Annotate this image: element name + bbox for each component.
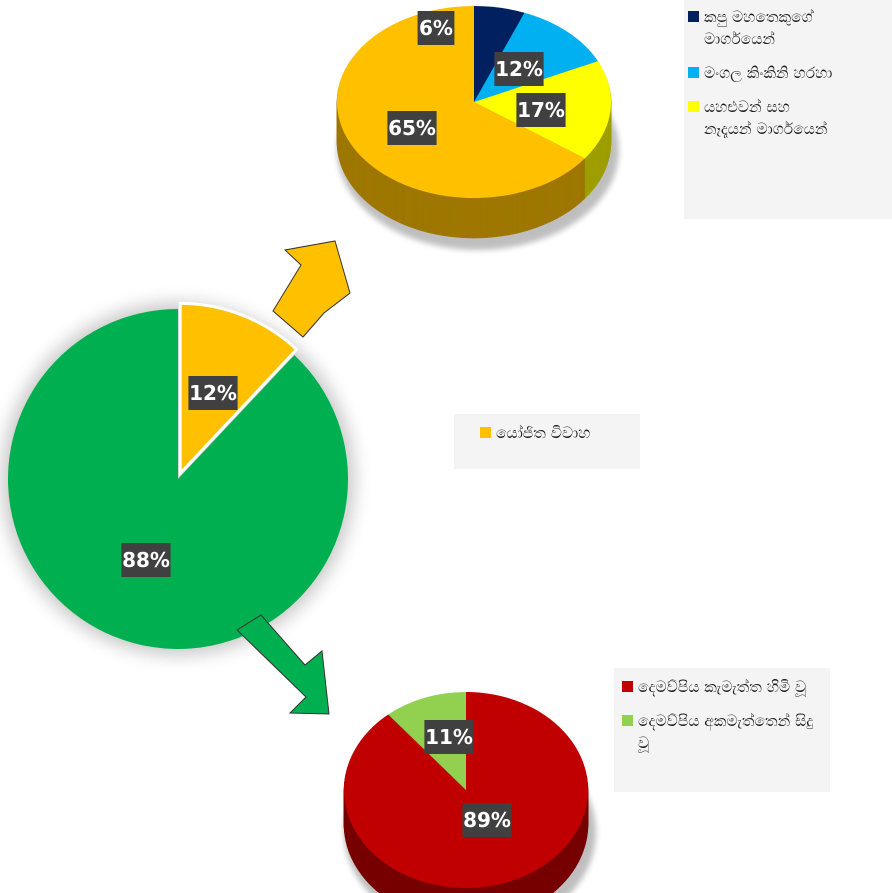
legend-swatch <box>622 715 633 726</box>
legend-label: දෙමව්පිය අකමැත්තෙන් සිදු වූ <box>638 712 814 752</box>
legend-label: දෙමව්පිය කැමැත්ත හිමි වූ <box>638 678 807 696</box>
top-pie-label-2-text: 17% <box>517 98 565 122</box>
legend-item-yahaluwan: යහළුවන් සහ නෑදෑයන් මාර්ගයෙන් <box>688 96 892 140</box>
main-pie-chart <box>2 301 354 655</box>
legend-label: මංගල කිංකිනි හරහා <box>704 64 833 82</box>
legend-label: යෝජිත විවාහ <box>496 424 591 442</box>
main-pie-slice-0 <box>178 301 299 478</box>
legend-swatch <box>688 101 699 112</box>
top-pie-label-1-bg <box>494 52 544 86</box>
bottom-pie-label-0-text: 89% <box>463 808 511 832</box>
main-pie-label-0-text: 12% <box>189 381 237 405</box>
arrow-down-icon <box>236 614 330 715</box>
bottom-pie-label-1-text: 11% <box>425 725 473 749</box>
main-pie-label-0: 12% <box>188 376 238 410</box>
main-pie-label-1: 88% <box>121 543 171 577</box>
legend-swatch <box>622 681 633 692</box>
top-pie-chart <box>336 6 619 250</box>
top-pie-label-1: 12% <box>494 52 544 86</box>
legend-item-kapu: කපු මහතෙකුගේ මාර්ගයෙන් <box>688 6 892 50</box>
legend-item-kamaththa: දෙමව්පිය කැමැත්ත හිමි වූ <box>622 676 830 698</box>
legend-top-pie: කපු මහතෙකුගේ මාර්ගයෙන් මංගල කිංකිනි හරහා… <box>684 0 892 219</box>
bottom-pie-label-0: 89% <box>462 803 512 837</box>
legend-swatch <box>688 67 699 78</box>
top-pie-label-0-text: 6% <box>419 16 453 40</box>
main-pie-label-1-text: 88% <box>122 548 170 572</box>
arrows-group <box>236 240 351 715</box>
data-labels-group: 12% 88% 6% 12% 17% 65% 11% 89% <box>121 11 566 837</box>
main-pie-label-0-bg <box>188 376 238 410</box>
legend-label: යහළුවන් සහ නෑදෑයන් මාර්ගයෙන් <box>704 98 828 138</box>
top-pie-label-0: 6% <box>417 11 455 45</box>
bottom-pie-slice-0 <box>343 692 588 888</box>
top-pie-slice-3 <box>336 6 585 198</box>
legend-bottom-pie: දෙමව්පිය කැමැත්ත හිමි වූ දෙමව්පිය අකමැත්… <box>614 668 830 792</box>
arrow-up-icon <box>272 240 351 338</box>
top-pie-label-3: 65% <box>387 111 437 145</box>
bottom-pie-label-1: 11% <box>424 720 474 754</box>
main-pie-slice-1 <box>7 309 348 650</box>
legend-main-pie: යෝජිත විවාහ <box>454 414 640 469</box>
legend-label: කපු මහතෙකුගේ මාර්ගයෙන් <box>704 8 813 48</box>
legend-item-mangala: මංගල කිංකිනි හරහා <box>688 62 892 84</box>
legend-swatch <box>480 427 491 438</box>
bottom-pie-label-0-bg <box>462 803 512 837</box>
top-pie-label-1-text: 12% <box>495 57 543 81</box>
top-pie-label-2: 17% <box>516 93 566 127</box>
top-pie-label-3-bg <box>387 111 437 145</box>
legend-item-akamaththa: දෙමව්පිය අකමැත්තෙන් සිදු වූ <box>622 710 830 754</box>
main-pie-label-1-bg <box>121 543 171 577</box>
legend-item-yojitha: යෝජිත විවාහ <box>480 422 640 444</box>
bottom-pie-label-1-bg <box>424 720 474 754</box>
top-pie-label-2-bg <box>516 93 566 127</box>
top-pie-label-0-bg <box>417 11 455 45</box>
legend-swatch <box>688 11 699 22</box>
top-pie-label-3-text: 65% <box>388 116 436 140</box>
